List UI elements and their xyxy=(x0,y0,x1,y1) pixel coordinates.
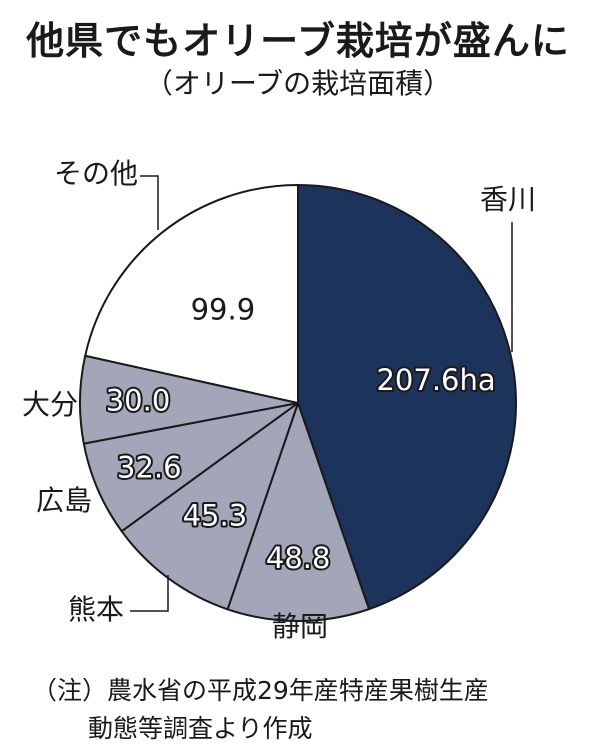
slice-name-label-6: その他 xyxy=(54,157,138,190)
source-note-line-1: （注）農水省の平成29年産特産果樹生産 xyxy=(32,676,489,705)
pie-slice-1 xyxy=(297,184,517,611)
slice-value-label-2: 48.8 xyxy=(266,541,331,575)
slice-name-label-3: 熊本 xyxy=(68,593,124,626)
leader-line-3 xyxy=(130,575,169,612)
slice-value-label-1: 207.6ha xyxy=(376,363,495,397)
pie-slice-6 xyxy=(84,184,299,404)
slice-value-label-4: 32.6 xyxy=(117,450,182,484)
pie-slice-2 xyxy=(226,402,370,622)
slice-value-label-6: 99.9 xyxy=(191,292,256,326)
leader-line-6 xyxy=(140,175,159,230)
slice-value-label-5: 30.0 xyxy=(106,384,171,418)
slice-name-label-4: 広島 xyxy=(36,484,92,517)
chart-subtitle: （オリーブの栽培面積） xyxy=(144,67,452,100)
slice-value-label-3: 45.3 xyxy=(183,499,248,533)
slice-name-label-2: 静岡 xyxy=(272,610,328,643)
source-note: （注）農水省の平成29年産特産果樹生産 動態等調査より作成 xyxy=(32,672,489,748)
slice-name-label-5: 大分 xyxy=(22,388,78,421)
source-note-line-2: 動態等調査より作成 xyxy=(88,714,313,743)
chart-title: 他県でもオリーブ栽培が盛んに xyxy=(26,19,570,63)
slice-name-label-1: 香川 xyxy=(480,183,536,216)
